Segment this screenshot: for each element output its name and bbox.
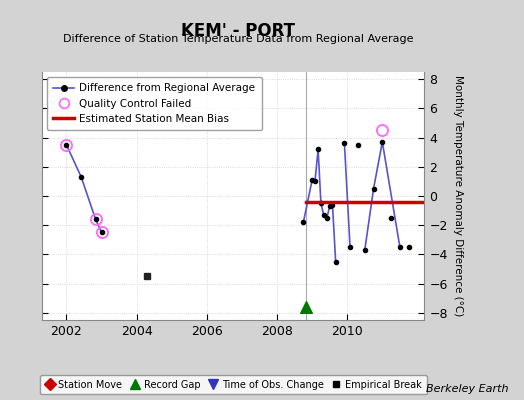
Point bbox=[396, 244, 404, 250]
Point bbox=[77, 174, 85, 180]
Point bbox=[311, 178, 319, 185]
Point bbox=[97, 229, 106, 236]
Point bbox=[320, 212, 328, 218]
Point bbox=[314, 146, 322, 152]
Text: Berkeley Earth: Berkeley Earth bbox=[426, 384, 508, 394]
Point bbox=[316, 200, 325, 206]
Point bbox=[143, 273, 151, 280]
Legend: Station Move, Record Gap, Time of Obs. Change, Empirical Break: Station Move, Record Gap, Time of Obs. C… bbox=[40, 375, 427, 394]
Point bbox=[308, 177, 316, 183]
Point bbox=[387, 215, 395, 221]
Point bbox=[329, 202, 337, 208]
Point bbox=[346, 244, 354, 250]
Point bbox=[332, 258, 340, 265]
Y-axis label: Monthly Temperature Anomaly Difference (°C): Monthly Temperature Anomaly Difference (… bbox=[453, 75, 463, 317]
Point bbox=[299, 219, 308, 226]
Point bbox=[378, 139, 387, 145]
Point bbox=[323, 215, 331, 221]
Text: KEM' - PORT: KEM' - PORT bbox=[181, 22, 296, 40]
Point bbox=[340, 140, 348, 147]
Text: Difference of Station Temperature Data from Regional Average: Difference of Station Temperature Data f… bbox=[63, 34, 413, 44]
Point bbox=[361, 247, 369, 253]
Point bbox=[369, 186, 378, 192]
Point bbox=[354, 142, 362, 148]
Point bbox=[91, 216, 100, 222]
Point bbox=[62, 142, 71, 148]
Point bbox=[302, 304, 310, 310]
Point bbox=[405, 244, 413, 250]
Point bbox=[325, 203, 334, 210]
